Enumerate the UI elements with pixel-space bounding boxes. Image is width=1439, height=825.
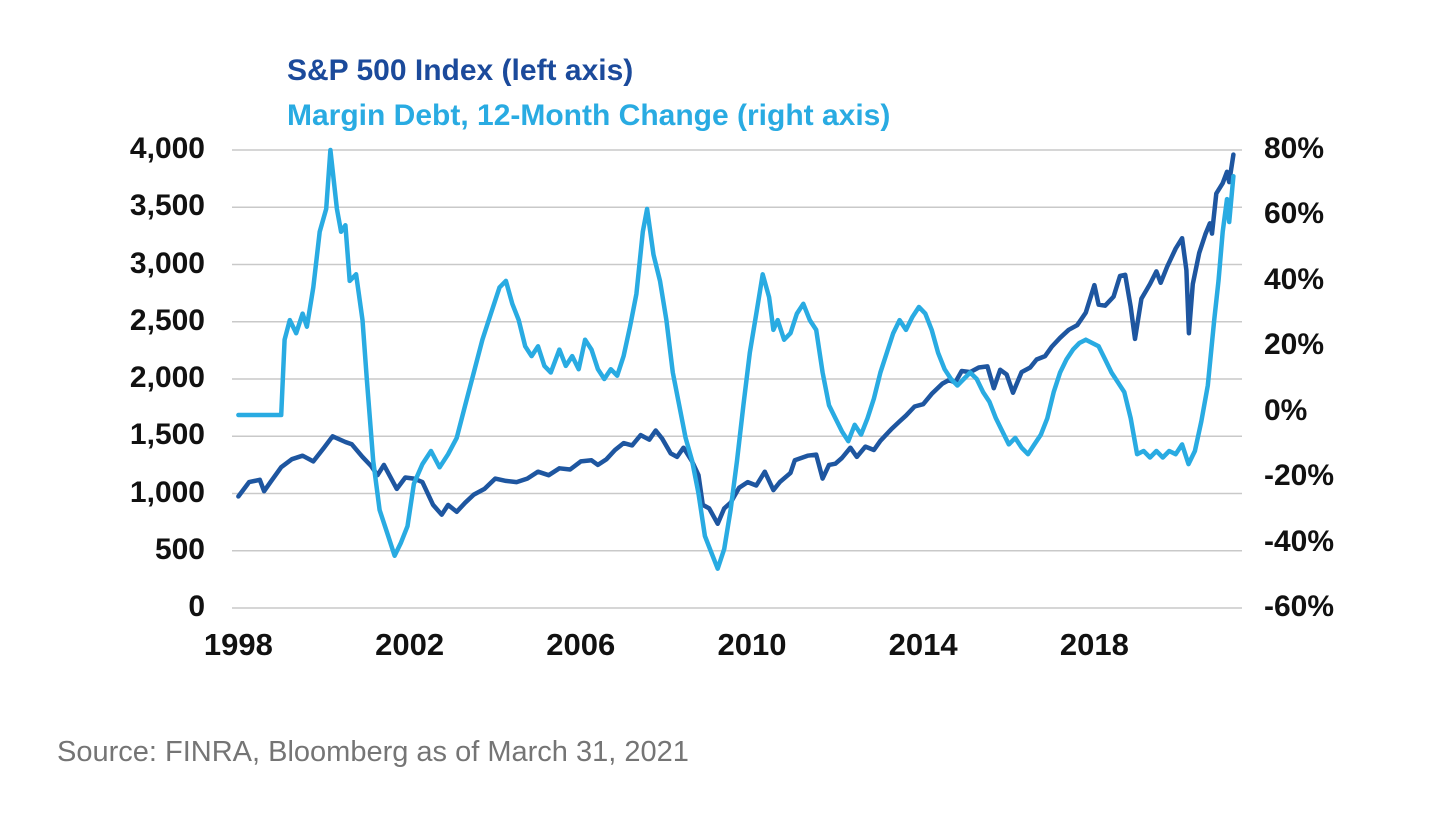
sp500-line: [236, 152, 1236, 527]
x-axis-tick: 2018: [1059, 627, 1129, 662]
left-axis-tick: 1,000: [129, 475, 205, 509]
right-axis-tick: -20%: [1264, 459, 1335, 493]
right-axis-tick: 40%: [1264, 262, 1325, 296]
source-note: Source: FINRA, Bloomberg as of March 31,…: [57, 736, 689, 768]
left-axis-tick: 2,000: [129, 361, 205, 394]
x-axis-tick: 2006: [546, 627, 616, 662]
x-axis-tick: 2002: [375, 627, 445, 662]
x-axis-tick: 2014: [888, 627, 958, 662]
left-axis-tick: 1,500: [129, 418, 205, 452]
right-axis-tick: 0%: [1264, 393, 1308, 427]
left-axis-tick: 0: [188, 590, 205, 623]
chart-title-line-margin-debt: Margin Debt, 12-Month Change (right axis…: [287, 99, 891, 132]
left-axis-tick: 4,000: [129, 132, 205, 165]
left-axis-tick: 3,000: [129, 246, 205, 280]
left-axis-tick: 3,500: [129, 189, 205, 223]
x-axis-tick: 1998: [203, 627, 273, 662]
left-axis-tick: 500: [154, 532, 205, 566]
x-axis-tick: 2010: [717, 627, 787, 662]
margin-debt-line: [236, 147, 1236, 571]
chart-title-line-sp500: S&P 500 Index (left axis): [287, 54, 634, 87]
right-axis-tick: 60%: [1264, 197, 1325, 231]
right-axis-tick: -60%: [1264, 590, 1335, 623]
right-axis-tick: 20%: [1264, 328, 1325, 362]
right-axis-tick: 80%: [1264, 132, 1325, 165]
chart-title: S&P 500 Index (left axis) Margin Debt, 1…: [287, 48, 890, 138]
dual-axis-line-chart: [232, 147, 1242, 609]
left-axis-tick: 2,500: [129, 303, 205, 337]
right-axis-tick: -40%: [1264, 524, 1335, 558]
